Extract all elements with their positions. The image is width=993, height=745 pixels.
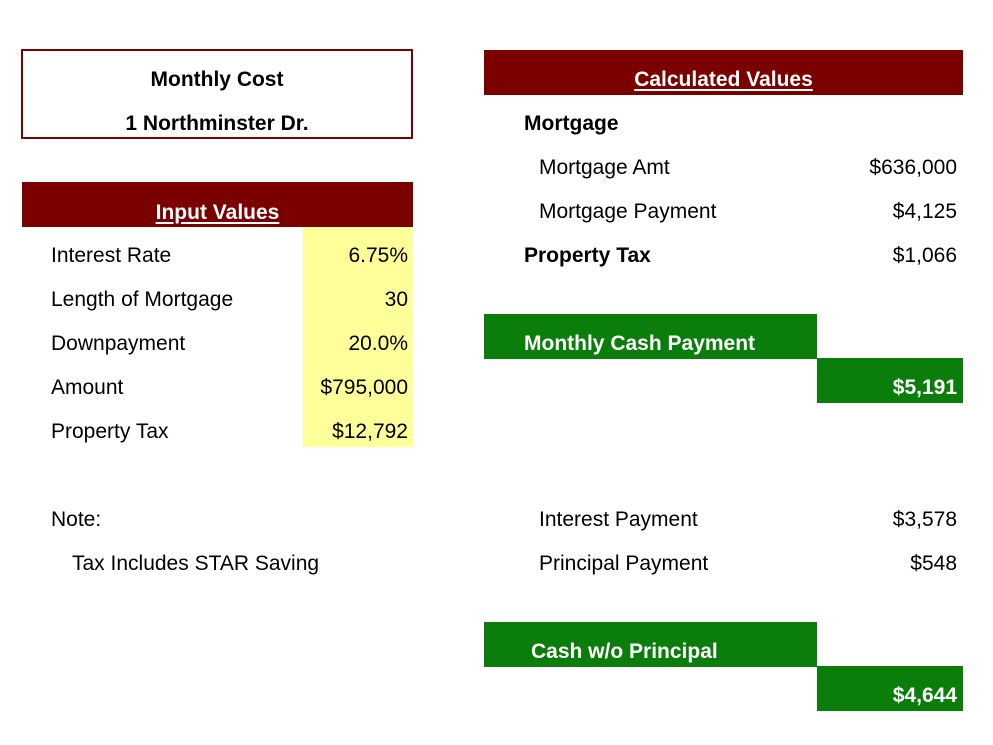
principal-payment-label: Principal Payment xyxy=(539,552,709,575)
calculated-values-header-bar xyxy=(484,50,963,95)
cash-wo-principal-label-bar xyxy=(484,622,817,667)
sheet-title: Monthly Cost xyxy=(150,68,284,91)
calculated-values-header: Calculated Values xyxy=(634,68,813,91)
input-value-length-of-mortgage[interactable]: 30 xyxy=(384,288,408,311)
property-tax-label: Property Tax xyxy=(524,244,651,267)
mortgage-amt-label: Mortgage Amt xyxy=(539,156,670,179)
input-label-property-tax: Property Tax xyxy=(51,420,169,443)
cash-wo-principal-value: $4,644 xyxy=(892,684,957,707)
input-values-column xyxy=(303,227,413,447)
monthly-cash-label-bar xyxy=(484,314,817,359)
property-tax-value: $1,066 xyxy=(892,244,957,267)
title-box xyxy=(21,49,413,139)
input-label-amount: Amount xyxy=(51,376,124,399)
mortgage-payment-value: $4,125 xyxy=(892,200,957,223)
monthly-cash-value: $5,191 xyxy=(892,376,957,399)
input-label-length-of-mortgage: Length of Mortgage xyxy=(51,288,234,311)
mortgage-section-label: Mortgage xyxy=(524,112,619,135)
note-text: Tax Includes STAR Saving xyxy=(72,552,320,575)
mortgage-amt-value: $636,000 xyxy=(869,156,957,179)
input-label-interest-rate: Interest Rate xyxy=(51,244,172,267)
cash-wo-principal-value-bar xyxy=(817,666,963,711)
input-value-property-tax[interactable]: $12,792 xyxy=(332,420,408,443)
cash-wo-principal-label: Cash w/o Principal xyxy=(531,640,718,663)
input-value-amount[interactable]: $795,000 xyxy=(320,376,408,399)
input-values-header: Input Values xyxy=(155,201,280,224)
input-label-downpayment: Downpayment xyxy=(51,332,186,355)
input-value-interest-rate[interactable]: 6.75% xyxy=(348,244,408,267)
monthly-cash-value-bar xyxy=(817,358,963,403)
interest-payment-value: $3,578 xyxy=(892,508,957,531)
input-values-header-bar xyxy=(22,182,413,227)
property-address: 1 Northminster Dr. xyxy=(125,112,309,135)
input-value-downpayment[interactable]: 20.0% xyxy=(348,332,408,355)
note-label: Note: xyxy=(51,508,102,531)
principal-payment-value: $548 xyxy=(910,552,957,575)
monthly-cash-label: Monthly Cash Payment xyxy=(524,332,756,355)
mortgage-payment-label: Mortgage Payment xyxy=(539,200,717,223)
interest-payment-label: Interest Payment xyxy=(539,508,698,531)
